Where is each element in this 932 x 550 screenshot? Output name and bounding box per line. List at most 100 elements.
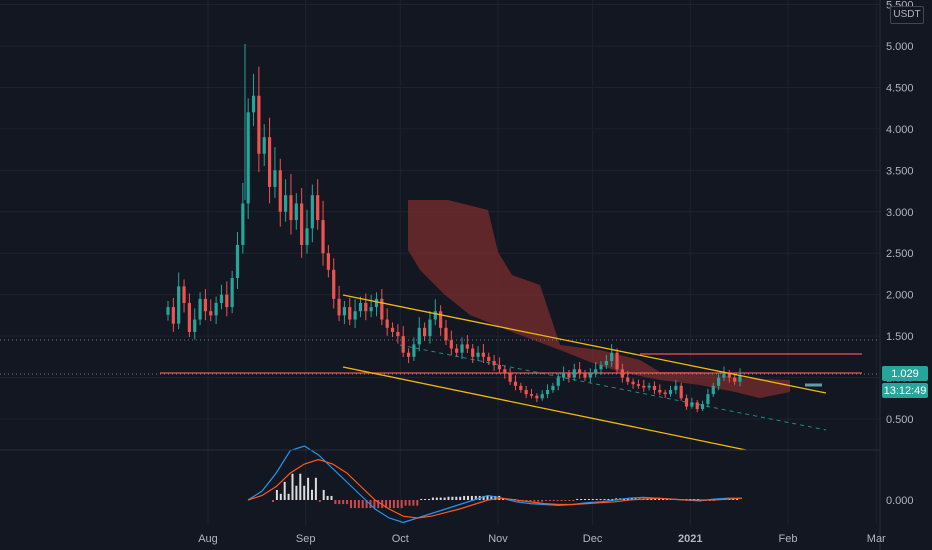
last-price-tag [882,366,928,381]
x-tick-label: Feb [779,533,798,545]
candle-body [342,307,347,316]
candle-body [471,348,475,357]
macd-histogram-bar [490,495,493,500]
macd-histogram-bar [494,495,497,500]
macd-histogram-bar [630,498,633,500]
macd-histogram-bar [470,495,473,500]
y-tick-label: 2.500 [886,248,914,260]
price-tags: 1.029 13:12:49 [882,366,928,398]
candle-body [663,392,667,395]
macd-histogram-bar [314,477,317,500]
macd-histogram-bar [377,500,380,509]
candle-body [230,278,234,308]
channel-upper[interactable] [342,294,827,394]
candle-body [374,298,379,308]
channel-lower[interactable] [342,366,747,451]
macd-histogram-bar [560,500,563,501]
candle-body [305,228,309,245]
candle-body [396,331,400,337]
currency-badge[interactable]: USDT [890,6,924,24]
channel-midline[interactable] [399,344,827,431]
candle-body [524,389,528,395]
candle-body [690,402,694,407]
candle-body [594,369,598,374]
macd-histogram-bar [486,495,489,500]
macd-histogram-bar [595,499,598,500]
candlestick-series [166,44,742,413]
candle-body [583,373,587,378]
macd-histogram-bar [568,500,571,501]
macd-histogram-bar [365,500,368,509]
macd-histogram-bar [529,500,532,502]
candle-body [652,385,657,390]
macd-histogram-bar [373,500,376,509]
candle-body [321,220,325,254]
candle-body [717,377,721,386]
candle-body [599,365,603,370]
macd-histogram-bar [338,500,341,505]
candle-body [390,327,395,332]
candle-body [182,286,186,303]
macd-histogram-bar [396,500,399,509]
macd-histogram-bar [474,495,477,500]
candle-body [417,327,421,345]
macd-histogram-bar [299,473,302,500]
macd-histogram-bar [334,500,337,505]
y-tick-label: 5.500 [886,0,914,12]
macd-pane [247,445,743,524]
candle-body [406,352,411,357]
candle-body [679,385,683,399]
macd-histogram-bar [732,499,735,500]
macd-histogram-bar [330,495,333,500]
candle-body [257,95,261,154]
macd-histogram-bar [392,500,395,509]
cloud-area [408,200,790,398]
candle-body [177,286,181,324]
candle-body [241,203,245,245]
time-axis[interactable]: Aug Sep Oct Nov Dec 2021 Feb Mar [198,533,886,545]
macd-histogram-bar [346,500,349,505]
macd-histogram-bar [303,485,306,500]
macd-histogram-bar [420,499,423,500]
x-tick-label: Oct [392,533,409,545]
candle-body [551,385,555,390]
candle-body [722,373,726,378]
candle-body [198,298,202,320]
macd-histogram-bar [350,500,352,509]
candle-body [219,294,224,303]
macd-histogram-bar [279,493,282,500]
candle-body [422,327,427,337]
macd-histogram-bar [654,498,657,500]
x-tick-label: Aug [198,533,218,545]
candle-body [588,373,592,378]
macd-histogram-bar [400,500,403,509]
candle-body [444,327,448,341]
candle-body [487,356,491,361]
candle-body [642,385,646,388]
candle-body [631,381,635,385]
candle-body [455,348,459,353]
macd-histogram-bar [311,489,313,500]
candle-body [497,365,502,370]
macd-histogram-bar [291,473,294,500]
candle-body [326,253,330,270]
macd-histogram-bar [404,500,407,506]
candle-body [412,344,416,357]
candle-body [433,311,437,320]
signal-line [247,458,743,519]
y-tick-label: 4.500 [886,82,914,94]
macd-histogram-bar [467,495,469,500]
macd-histogram-bar [658,499,661,500]
macd-histogram-bar [463,495,466,500]
macd-histogram-bar [591,499,594,500]
macd-histogram-bar [599,499,602,500]
macd-histogram-bar [502,499,505,500]
macd-histogram-bar [482,495,485,500]
candle-body [481,352,486,357]
descending-channel[interactable] [342,294,827,451]
macd-histogram-bar [389,500,391,509]
macd-histogram-bar [552,500,555,501]
y-tick-label: 4.000 [886,124,914,136]
candle-body [508,373,512,382]
